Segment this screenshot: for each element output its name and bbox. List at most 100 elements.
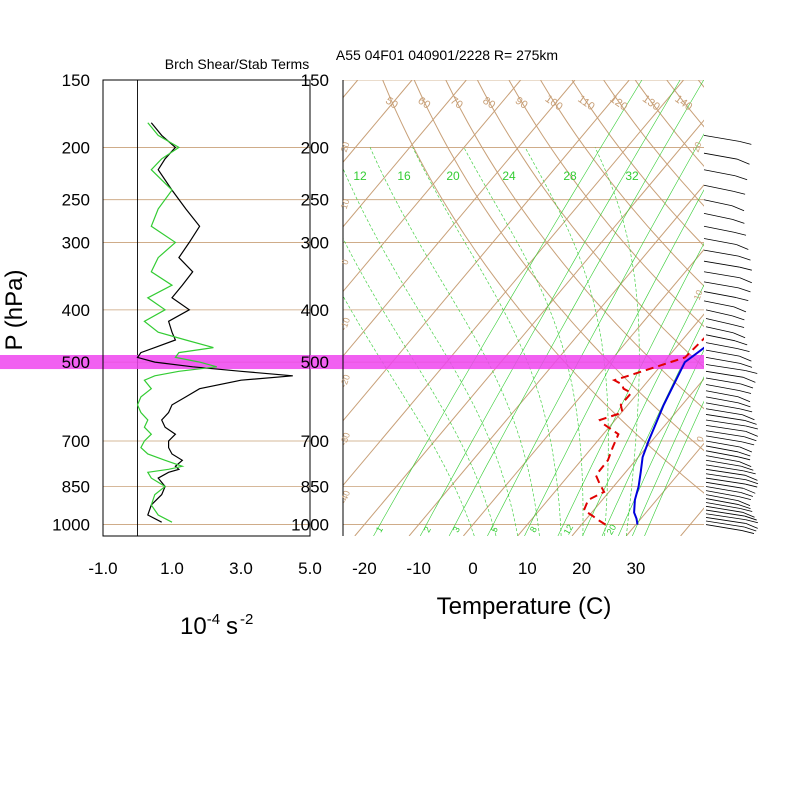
wind-barb-flag [737, 456, 751, 461]
dry-adiabat [666, 80, 704, 128]
wind-barb-staff [705, 524, 743, 531]
left-x-label-exp: -4 [207, 611, 220, 628]
moist-adiabat-label-right: 20 [691, 141, 704, 154]
wind-barb-flag [739, 446, 753, 453]
wind-barb-flag [738, 287, 751, 293]
wind-barb-flag [739, 461, 752, 467]
left-panel-frame [102, 79, 311, 537]
wind-barb-staff [705, 390, 739, 398]
right-y-tick-label: 700 [301, 432, 329, 451]
mixing-ratio-bottom-label: 8 [528, 525, 539, 534]
wind-barb-flag [733, 306, 747, 313]
wind-barb-staff [705, 509, 745, 517]
left-y-tick-label: 400 [62, 301, 90, 320]
moist-adiabat-label-right: 0 [695, 435, 706, 443]
moist-adiabat [343, 167, 519, 536]
isotherm [343, 80, 467, 228]
wind-barb-staff [705, 414, 745, 421]
wind-barb-staff [705, 402, 741, 410]
wind-barb-flag [737, 158, 750, 165]
wind-barb-staff [705, 468, 746, 476]
mixing-ratio-top-label: 16 [397, 169, 411, 183]
mixing-ratio-bottom-label: 5 [489, 525, 500, 534]
left-y-tick-label: 500 [62, 353, 90, 372]
wind-barb-flag [738, 451, 751, 457]
wind-barb-flag [744, 420, 757, 425]
wind-barb-flag [745, 483, 758, 488]
wind-barb-flag [736, 244, 749, 250]
left-y-tick-label: 1000 [52, 516, 90, 535]
wind-barb-staff [705, 473, 747, 481]
temperature-profile [633, 346, 704, 525]
dry-adiabat [571, 80, 704, 247]
wind-barb-flag [743, 376, 756, 383]
moist-adiabat-label: 0 [340, 258, 351, 266]
left-x-tick-label: 1.0 [160, 559, 184, 578]
wind-barb-staff [703, 212, 733, 220]
mixing-ratio-bottom-label: 1 [374, 525, 385, 534]
left-y-tick-label: 200 [62, 138, 90, 157]
right-y-tick-label: 500 [301, 353, 329, 372]
wind-barb-staff [703, 249, 739, 257]
wind-barb-flag [738, 255, 751, 261]
wind-barb-staff [705, 419, 746, 427]
wind-barb-staff [705, 455, 740, 462]
left-y-ticklabels: 150 200 250 300 400 500 700 850 1000 [52, 71, 90, 535]
isotherm [343, 80, 684, 487]
wind-barb-flag [735, 340, 748, 346]
wind-barb-flag [745, 523, 758, 529]
wind-barb-flag [744, 515, 757, 521]
moist-adiabat-label: -10 [338, 316, 352, 332]
left-x-label-unit-exp: -2 [240, 611, 253, 628]
wind-barb-flag [739, 141, 752, 145]
wind-barb-staff [705, 450, 739, 458]
moist-adiabat [524, 147, 609, 536]
mixing-ratio-line [632, 376, 704, 536]
wind-barb-flag [737, 348, 750, 352]
wind-barb-staff [705, 513, 746, 521]
mixing-ratio-line [373, 80, 643, 536]
wind-barb-flag [745, 425, 758, 430]
temperature-axis-label: Temperature (C) [437, 593, 612, 620]
wind-barb-flag [732, 218, 745, 224]
wind-barb-flag [739, 266, 752, 271]
wind-barb-staff [705, 342, 738, 349]
dry-adiabat-label: 110 [575, 93, 596, 113]
moist-adiabat-label: -40 [338, 489, 352, 505]
wind-barb-flag [739, 355, 752, 362]
right-y-tick-label: 250 [301, 191, 329, 210]
wind-barb-flag [735, 175, 748, 181]
mixing-ratio-top-label: 24 [502, 169, 516, 183]
wind-barb-staff [705, 440, 740, 448]
wind-barb-flag [737, 396, 751, 403]
wind-barb-staff [703, 260, 740, 268]
dry-adiabat-label: 60 [415, 95, 432, 112]
wind-barb-flag [737, 500, 751, 506]
wind-barb-flag [738, 402, 751, 408]
isotherm [625, 442, 704, 536]
skewt-grid [343, 80, 704, 536]
isotherm [571, 378, 704, 536]
right-panel-title: A55 04F01 040901/2228 R= 275km [336, 47, 558, 63]
right-y-tick-label: 1000 [291, 516, 329, 535]
wind-barb-flag [733, 231, 747, 236]
wind-barb-flag [745, 519, 758, 524]
wind-barb-staff [703, 152, 738, 160]
moist-adiabat-label: -20 [338, 373, 352, 389]
dry-adiabat-label: 120 [608, 93, 630, 113]
wind-barb-staff [705, 445, 739, 453]
moist-adiabat-label: 10 [339, 198, 352, 211]
left-y-tick-label: 250 [62, 191, 90, 210]
dewpoint-profile [582, 337, 704, 526]
skewt-profiles [582, 337, 704, 526]
wind-barb-staff [705, 430, 745, 438]
left-y-tick-label: 850 [62, 477, 90, 496]
wind-barb-staff [703, 184, 734, 192]
mixing-ratio-top-label: 32 [625, 169, 639, 183]
dry-adiabat-label: 140 [672, 93, 694, 113]
mixing-ratio-line [644, 400, 704, 536]
mixing-ratio-line [419, 80, 681, 536]
wind-barb-staff [705, 357, 741, 364]
